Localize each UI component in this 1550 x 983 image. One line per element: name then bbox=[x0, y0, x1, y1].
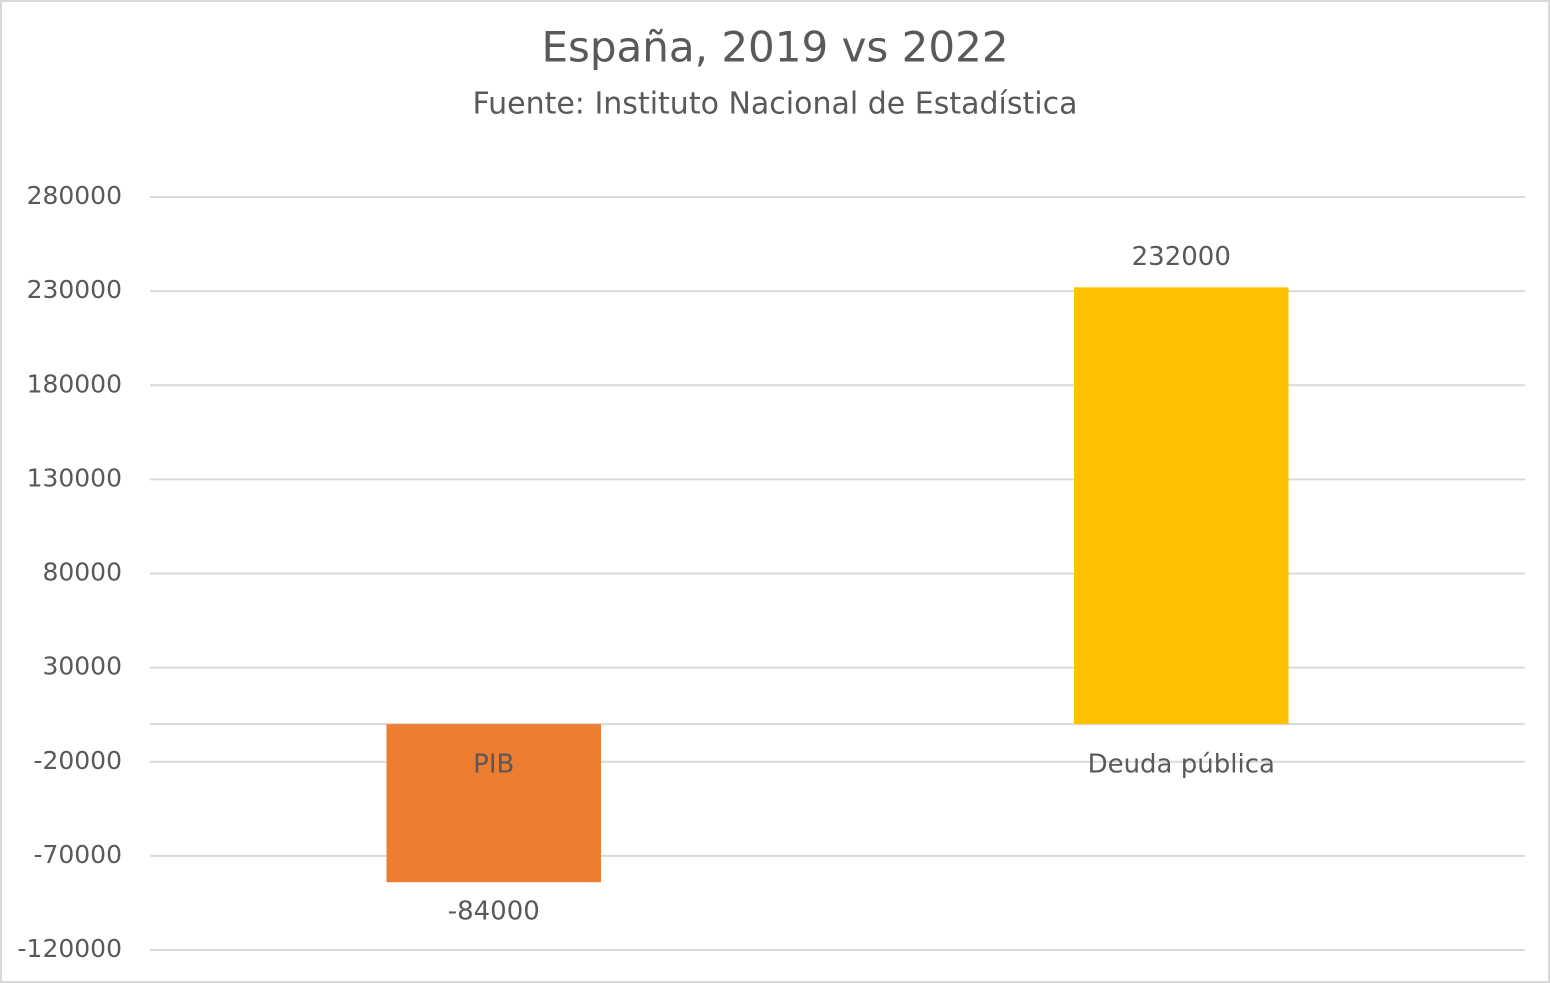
y-tick-label: -120000 bbox=[18, 934, 122, 963]
y-tick-label: -70000 bbox=[33, 840, 122, 869]
x-tick-label: PIB bbox=[473, 750, 514, 780]
y-tick-label: 80000 bbox=[42, 558, 122, 587]
data-label: 232000 bbox=[1132, 242, 1231, 272]
chart-subtitle: Fuente: Instituto Nacional de Estadístic… bbox=[472, 87, 1077, 122]
y-tick-label: 30000 bbox=[42, 652, 122, 681]
y-tick-label: 280000 bbox=[27, 181, 122, 210]
y-tick-label: -20000 bbox=[33, 746, 122, 775]
y-tick-label: 230000 bbox=[27, 275, 122, 304]
x-tick-label: Deuda pública bbox=[1088, 750, 1275, 780]
bar bbox=[386, 724, 601, 883]
bar bbox=[1074, 287, 1289, 725]
y-tick-label: 180000 bbox=[27, 369, 122, 398]
data-label: -84000 bbox=[448, 897, 540, 927]
y-tick-label: 130000 bbox=[27, 463, 122, 492]
chart-title: España, 2019 vs 2022 bbox=[541, 23, 1008, 72]
